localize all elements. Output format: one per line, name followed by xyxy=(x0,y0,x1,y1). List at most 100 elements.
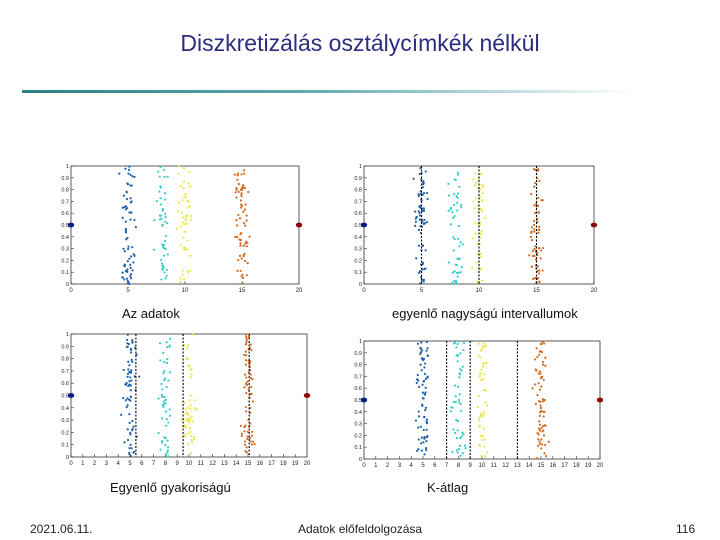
data-point xyxy=(126,372,130,375)
data-point xyxy=(187,365,190,368)
data-point xyxy=(167,455,170,458)
data-point xyxy=(452,235,455,239)
data-point xyxy=(414,220,418,223)
data-point xyxy=(476,261,479,264)
data-point xyxy=(161,388,164,391)
data-point xyxy=(532,277,536,280)
x-tick-label: 1 xyxy=(81,461,85,467)
data-point xyxy=(185,346,189,349)
data-point xyxy=(190,373,193,376)
data-point xyxy=(417,415,421,418)
data-point xyxy=(456,209,459,212)
data-point xyxy=(244,203,247,206)
data-point xyxy=(161,224,164,227)
data-point xyxy=(462,341,466,344)
data-point xyxy=(420,341,423,344)
data-point xyxy=(129,277,133,280)
data-point xyxy=(480,347,483,351)
y-tick-label: 0.2 xyxy=(354,258,362,264)
data-point xyxy=(447,182,450,185)
data-point xyxy=(183,167,186,170)
data-point xyxy=(162,372,165,375)
data-point xyxy=(452,342,456,345)
x-tick-label: 8 xyxy=(164,461,168,467)
data-point xyxy=(425,191,429,195)
data-point xyxy=(478,371,482,375)
data-point xyxy=(417,448,420,451)
data-point xyxy=(476,280,479,283)
data-point xyxy=(187,271,190,274)
data-point xyxy=(457,398,461,401)
plot-original-data: 00.10.20.30.40.50.60.70.80.910 5 10 15 20 xyxy=(61,164,303,294)
data-point xyxy=(159,218,162,221)
data-point xyxy=(122,368,125,372)
data-point xyxy=(129,443,132,446)
data-point xyxy=(535,457,539,460)
data-point xyxy=(419,425,422,428)
data-point xyxy=(127,281,130,284)
data-point xyxy=(456,275,459,278)
data-point xyxy=(243,430,246,433)
data-point xyxy=(480,349,483,353)
data-point xyxy=(481,435,485,438)
data-point xyxy=(244,343,248,346)
data-point xyxy=(187,182,190,185)
data-point xyxy=(425,349,428,352)
data-point xyxy=(537,427,541,430)
data-point xyxy=(124,205,128,208)
outlier-right xyxy=(295,222,303,228)
data-point xyxy=(458,393,461,396)
data-point xyxy=(160,262,164,265)
data-point xyxy=(483,413,486,416)
data-point xyxy=(458,373,462,376)
x-tick-label: 3 xyxy=(105,461,109,467)
data-point xyxy=(240,434,243,438)
data-point xyxy=(541,430,544,433)
data-point xyxy=(455,354,458,357)
data-point xyxy=(422,380,425,383)
data-point xyxy=(243,353,246,356)
data-point xyxy=(244,350,247,353)
data-point xyxy=(453,270,456,273)
x-tick-label: 20 xyxy=(591,288,598,294)
data-point xyxy=(463,444,467,447)
caption-original-data: Az adatok xyxy=(122,306,180,321)
data-point xyxy=(162,247,166,250)
data-point xyxy=(459,402,462,406)
data-point xyxy=(538,388,542,391)
data-point xyxy=(187,406,190,409)
data-point xyxy=(161,268,164,271)
data-point xyxy=(245,391,248,395)
data-point xyxy=(417,244,421,247)
x-tick-label: 10 xyxy=(186,461,193,467)
data-point xyxy=(412,177,415,180)
data-point xyxy=(163,370,166,373)
data-point xyxy=(534,368,537,371)
data-point xyxy=(471,266,474,270)
data-point xyxy=(252,440,255,443)
data-point xyxy=(421,391,424,394)
data-point xyxy=(423,222,426,225)
data-point xyxy=(128,211,131,214)
data-point xyxy=(536,265,539,268)
data-point xyxy=(543,452,546,455)
data-point xyxy=(184,219,187,222)
data-point xyxy=(453,192,456,195)
data-point xyxy=(166,345,169,349)
data-point xyxy=(533,254,536,258)
data-point xyxy=(182,246,185,249)
data-point xyxy=(423,415,426,419)
data-point xyxy=(471,237,474,240)
data-point xyxy=(163,168,166,171)
data-point xyxy=(250,349,253,352)
data-point xyxy=(246,430,249,433)
data-point xyxy=(124,383,127,386)
data-point xyxy=(237,213,240,217)
data-point xyxy=(235,188,238,192)
data-point xyxy=(245,214,248,217)
data-point xyxy=(127,360,130,363)
data-point xyxy=(541,246,545,250)
data-point xyxy=(479,255,482,258)
data-point xyxy=(186,248,189,251)
plot-k-means: 00.10.20.30.40.50.60.70.80.910 1 2 3 4 5 6 7 8 9 1… xyxy=(354,339,604,469)
